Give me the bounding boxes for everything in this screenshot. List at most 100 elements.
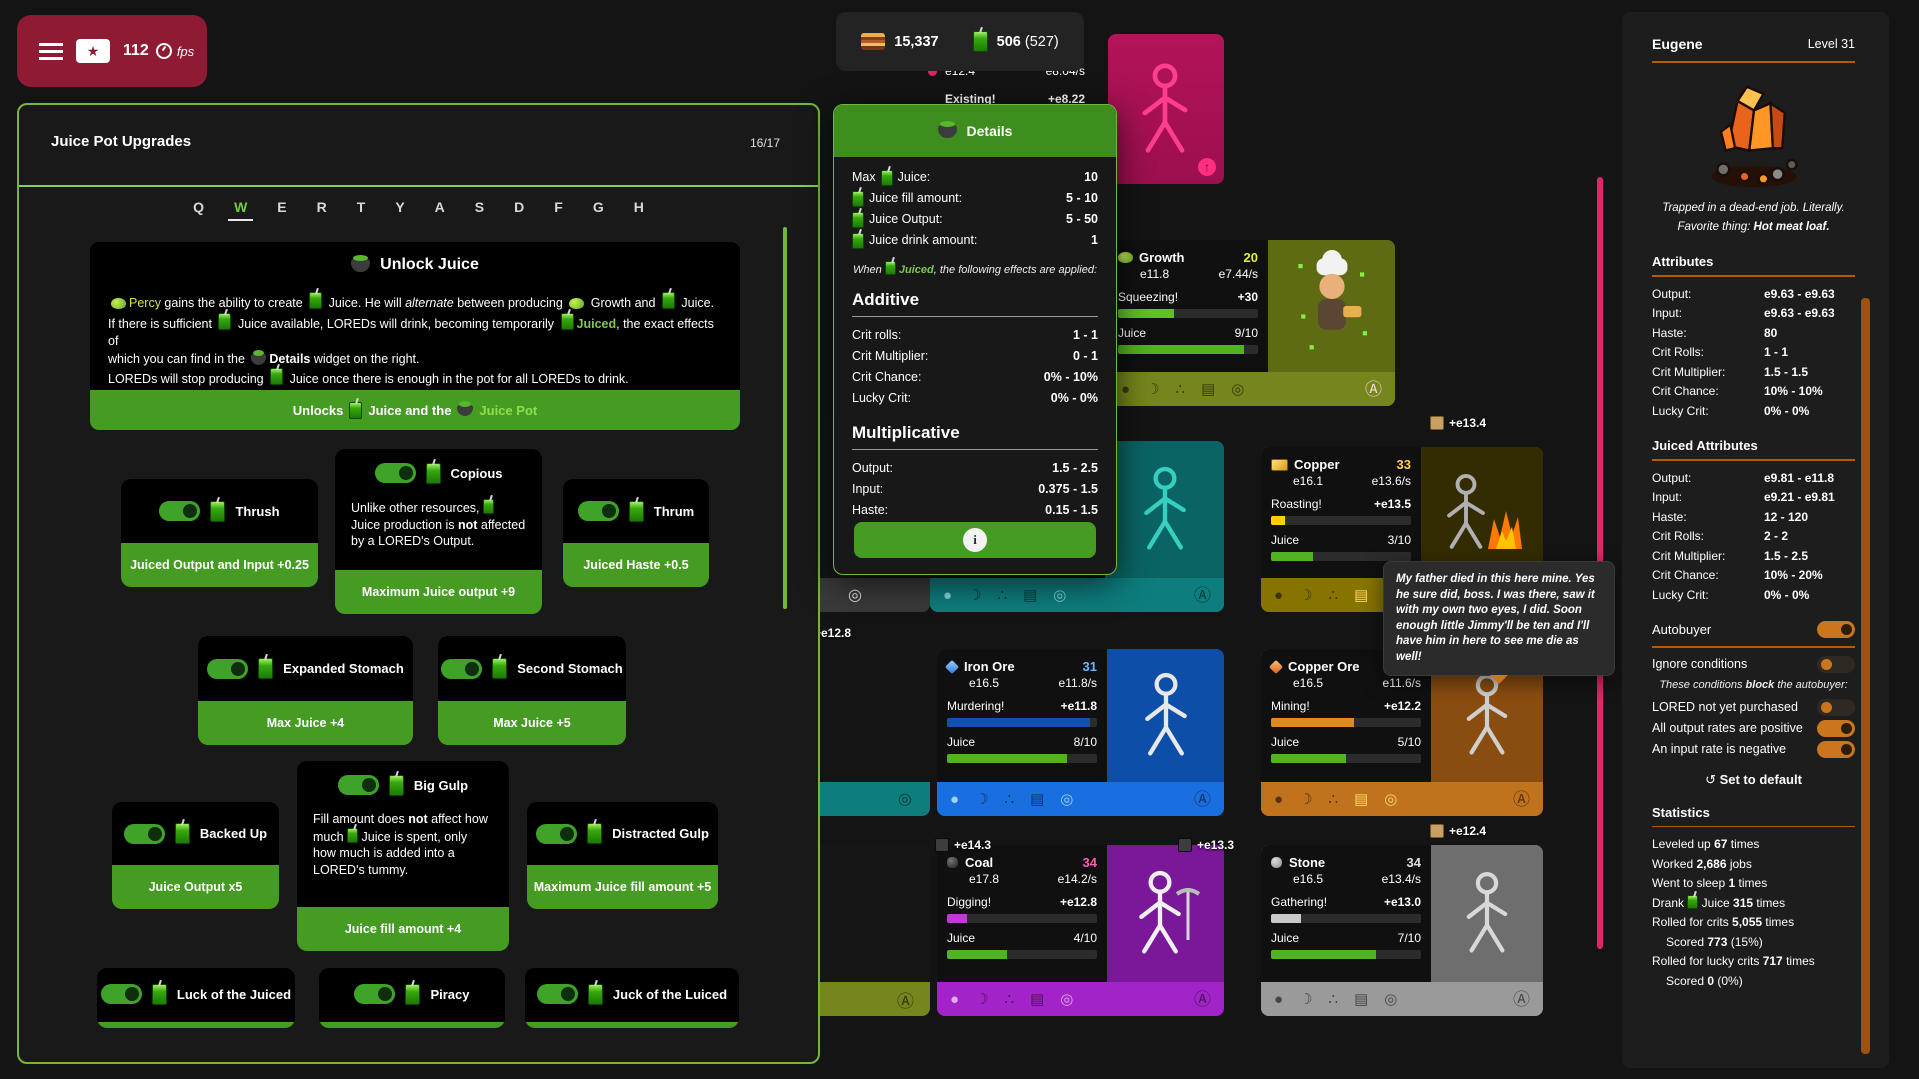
details-header[interactable]: Details [834,105,1116,157]
record-icon[interactable]: ◎ [1060,990,1074,1008]
record-icon[interactable]: ◎ [898,791,912,808]
chat-icon[interactable]: ● [1274,990,1284,1008]
autobuyer-icon[interactable]: Ⓐ [1513,789,1530,809]
tab-a[interactable]: A [434,199,445,215]
record-icon[interactable]: ◎ [1384,990,1398,1008]
share-icon[interactable]: ∴ [1175,380,1186,398]
upgrade-toggle[interactable] [441,658,483,679]
lored-card-stone[interactable]: Stone 34 e16.5 e13.4/s Gathering! +e13.0 Ju… [1261,845,1543,1016]
share-icon[interactable]: ∴ [1328,790,1339,808]
upgrade-piracy[interactable]: Piracy [319,968,505,1028]
share-icon[interactable]: ∴ [1004,790,1015,808]
journal-icon[interactable]: ▤ [1201,380,1216,398]
autobuyer-icon[interactable]: Ⓐ [897,991,914,1011]
journal-icon[interactable]: ▤ [1023,586,1038,604]
sleep-icon[interactable]: ☽ [975,790,989,808]
tab-r[interactable]: R [316,199,327,215]
resource-bar: 15,337 506 (527) [836,12,1084,71]
upgrade-toggle[interactable] [207,658,249,679]
record-icon[interactable]: ◎ [1384,790,1398,808]
ignore-conditions-toggle[interactable] [1817,655,1855,673]
upgrade-toggle[interactable] [123,823,165,844]
detail-row: Lucky Crit: 0% - 0% [852,391,1098,405]
upgrade-thrush[interactable]: Thrush Juiced Output and Input +0.25 [121,479,318,587]
chat-icon[interactable]: ● [1274,790,1284,808]
upgrade-big-gulp[interactable]: Big Gulp Fill amount does not affect how… [297,761,509,951]
upgrade-toggle[interactable] [159,501,201,521]
record-icon[interactable]: ◎ [1053,586,1067,604]
chat-icon[interactable]: ● [950,990,960,1008]
info-button[interactable]: i [854,522,1096,558]
tab-g[interactable]: G [592,199,604,215]
share-icon[interactable]: ∴ [1328,586,1339,604]
sidebar-scrollbar[interactable] [1861,298,1870,1054]
journal-icon[interactable]: ▤ [1354,790,1369,808]
upgrade-thrum[interactable]: Thrum Juiced Haste +0.5 [563,479,709,587]
upgrade-toggle[interactable] [100,984,142,1004]
share-icon[interactable]: ∴ [997,586,1008,604]
tab-d[interactable]: D [514,199,525,215]
upgrade-toggle[interactable] [536,984,578,1004]
upgrade-juck-of-the-luiced[interactable]: Juck of the Luiced [525,968,739,1028]
lored-card-copper[interactable]: Copper 33 e16.1 e13.6/s Roasting! +e13.5 Ju… [1261,447,1543,612]
chat-icon[interactable]: ● [1274,586,1284,604]
sleep-icon[interactable]: ☽ [1299,586,1313,604]
upgrade-toggle[interactable] [536,823,578,844]
condition-toggle[interactable] [1817,740,1855,758]
journal-icon[interactable]: ▤ [1030,990,1045,1008]
tab-y[interactable]: Y [395,199,405,215]
condition-toggle[interactable] [1817,698,1855,716]
sleep-icon[interactable]: ☽ [1299,990,1313,1008]
upgrade-second-stomach[interactable]: Second Stomach Max Juice +5 [438,636,626,745]
record-icon[interactable]: ◎ [1060,790,1074,808]
unlock-effect-bar[interactable]: Unlocks Juice and the Juice Pot [90,390,740,430]
tab-e[interactable]: E [277,199,287,215]
tab-t[interactable]: T [356,199,366,215]
upgrade-toggle[interactable] [337,775,379,795]
set-to-default-button[interactable]: ↺ Set to default [1705,771,1802,787]
share-icon[interactable]: ∴ [1004,990,1015,1008]
upgrade-expanded-stomach[interactable]: Expanded Stomach Max Juice +4 [198,636,413,745]
lored-card-growth[interactable]: Growth 20 e11.8 e7.44/s Squeezing! +30 Juic… [1108,240,1395,406]
tab-s[interactable]: S [474,199,485,215]
journal-icon[interactable]: ▤ [1354,990,1369,1008]
tab-q[interactable]: Q [193,199,205,215]
upgrade-toggle[interactable] [354,984,396,1004]
autobuyer-icon[interactable]: Ⓐ [1194,789,1211,809]
condition-toggle[interactable] [1817,719,1855,737]
upgrade-distracted-gulp[interactable]: Distracted Gulp Maximum Juice fill amoun… [527,802,718,909]
autobuyer-icon[interactable]: Ⓐ [1194,585,1211,605]
share-icon[interactable]: ∴ [1328,990,1339,1008]
lored-card-coal[interactable]: Coal 34 e17.8 e14.2/s Digging! +e12.8 Juice… [937,845,1224,1016]
upgrade-luck-of-the-juiced[interactable]: Luck of the Juiced [97,968,295,1028]
sleep-icon[interactable]: ☽ [1146,380,1160,398]
tab-f[interactable]: F [554,199,563,215]
journal-icon[interactable]: ▤ [1354,586,1369,604]
panel-scrollbar[interactable] [783,227,787,609]
record-icon[interactable]: ◎ [848,587,862,604]
tab-h[interactable]: H [633,199,644,215]
ticket-icon[interactable] [76,39,110,63]
menu-icon[interactable] [39,42,63,60]
lored-card-partial[interactable]: ↑ [1108,34,1224,184]
upgrade-backed-up[interactable]: Backed Up Juice Output x5 [112,802,279,909]
record-icon[interactable]: ◎ [1231,380,1245,398]
upgrade-toggle[interactable] [374,463,416,483]
lored-card-iron-ore[interactable]: Iron Ore 31 e16.5 e11.8/s Murdering! +e11.8… [937,649,1224,816]
journal-icon[interactable]: ▤ [1030,790,1045,808]
sleep-icon[interactable]: ☽ [1299,790,1313,808]
autobuyer-icon[interactable]: Ⓐ [1513,989,1530,1009]
autobuyer-toggle[interactable] [1817,621,1855,638]
tab-w[interactable]: W [228,197,254,221]
upgrade-copious[interactable]: Copious Unlike other resources, Juice pr… [335,449,542,614]
chat-icon[interactable]: ● [1121,380,1131,398]
sleep-icon[interactable]: ☽ [968,586,982,604]
autobuyer-icon[interactable]: Ⓐ [1365,379,1382,399]
chat-icon[interactable]: ● [950,790,960,808]
upgrade-toggle[interactable] [577,501,619,521]
chat-icon[interactable]: ● [943,586,953,604]
jump-to-icon[interactable]: ↑ [1198,158,1216,176]
sleep-icon[interactable]: ☽ [975,990,989,1008]
detail-row: Crit rolls: 1 - 1 [852,328,1098,342]
autobuyer-icon[interactable]: Ⓐ [1194,989,1211,1009]
